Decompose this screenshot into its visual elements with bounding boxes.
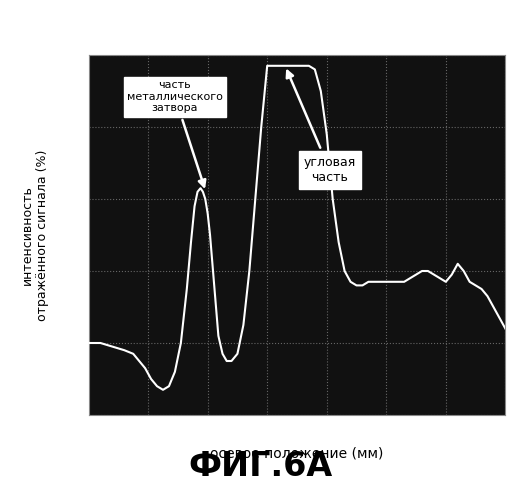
X-axis label: осевое положение (мм): осевое положение (мм): [210, 447, 383, 461]
Text: ФИГ.6А: ФИГ.6А: [189, 450, 332, 482]
Y-axis label: интенсивность
отражённого сигнала (%): интенсивность отражённого сигнала (%): [21, 150, 49, 320]
Text: часть
металлического
затвора: часть металлического затвора: [127, 80, 223, 186]
Text: угловая
часть: угловая часть: [287, 71, 356, 184]
